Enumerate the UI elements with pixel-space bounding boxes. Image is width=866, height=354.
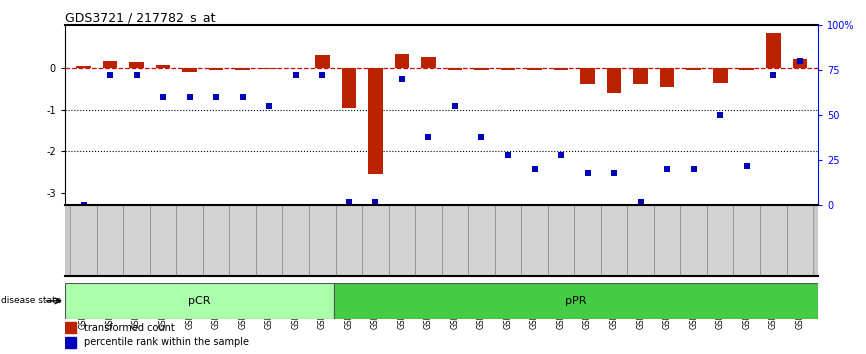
Bar [740, 68, 754, 70]
Point [687, 166, 701, 172]
Bar [687, 68, 701, 70]
Bar [442, 205, 469, 276]
Point [422, 134, 436, 139]
Point [156, 94, 170, 100]
Point [793, 58, 807, 64]
Point [368, 199, 382, 205]
Bar [335, 205, 362, 276]
Bar [766, 33, 780, 68]
Bar [177, 205, 203, 276]
Bar [448, 68, 462, 70]
Point [315, 73, 329, 78]
Point [183, 94, 197, 100]
Text: disease state: disease state [1, 296, 61, 306]
Point [660, 166, 674, 172]
Bar [262, 68, 276, 69]
Bar [334, 283, 818, 319]
Point [76, 202, 90, 208]
Bar [633, 68, 648, 84]
Bar [256, 205, 282, 276]
Bar [229, 205, 256, 276]
Bar [654, 205, 681, 276]
Bar [123, 205, 150, 276]
Text: percentile rank within the sample: percentile rank within the sample [84, 337, 249, 348]
Bar [580, 68, 595, 84]
Point [103, 73, 117, 78]
Text: transformed count: transformed count [84, 322, 175, 332]
Point [236, 94, 249, 100]
Bar [315, 55, 330, 68]
Bar [527, 68, 542, 70]
Bar [309, 205, 335, 276]
Bar [183, 68, 197, 72]
Point [448, 103, 462, 109]
Bar [209, 68, 223, 70]
Bar [553, 68, 568, 70]
Bar [389, 205, 415, 276]
Bar [627, 205, 654, 276]
Point [475, 134, 488, 139]
Point [740, 163, 753, 169]
Point [210, 94, 223, 100]
Bar [156, 65, 171, 68]
Bar [421, 57, 436, 68]
Bar [395, 54, 409, 68]
Bar [786, 205, 813, 276]
Bar [734, 205, 760, 276]
Bar [681, 205, 707, 276]
Bar [282, 205, 309, 276]
Point [607, 170, 621, 176]
Bar [76, 66, 91, 68]
Bar [103, 61, 118, 68]
Bar [601, 205, 627, 276]
Point [395, 76, 409, 82]
Text: pCR: pCR [188, 296, 210, 306]
Point [634, 199, 648, 205]
Bar [65, 283, 334, 319]
Bar [341, 68, 356, 108]
Bar [501, 68, 515, 70]
Bar [129, 62, 144, 68]
Bar [469, 205, 494, 276]
Bar [368, 68, 383, 174]
Bar [607, 68, 622, 93]
Bar [415, 205, 442, 276]
Bar [362, 205, 389, 276]
Bar [494, 205, 521, 276]
Bar [65, 337, 76, 348]
Point [527, 166, 541, 172]
Bar [792, 59, 807, 68]
Bar [65, 322, 76, 333]
Bar [707, 205, 734, 276]
Point [289, 73, 303, 78]
Bar [713, 68, 727, 83]
Point [554, 152, 568, 158]
Point [766, 73, 780, 78]
Text: GDS3721 / 217782_s_at: GDS3721 / 217782_s_at [65, 11, 216, 24]
Bar [475, 68, 488, 70]
Point [580, 170, 594, 176]
Point [262, 103, 276, 109]
Bar [548, 205, 574, 276]
Bar [70, 205, 97, 276]
Bar [203, 205, 229, 276]
Point [342, 199, 356, 205]
Bar [660, 68, 675, 87]
Bar [760, 205, 786, 276]
Point [501, 152, 515, 158]
Point [130, 73, 144, 78]
Bar [574, 205, 601, 276]
Bar [97, 205, 123, 276]
Text: pPR: pPR [565, 296, 587, 306]
Bar [521, 205, 548, 276]
Bar [236, 68, 250, 70]
Point [714, 112, 727, 118]
Bar [150, 205, 177, 276]
